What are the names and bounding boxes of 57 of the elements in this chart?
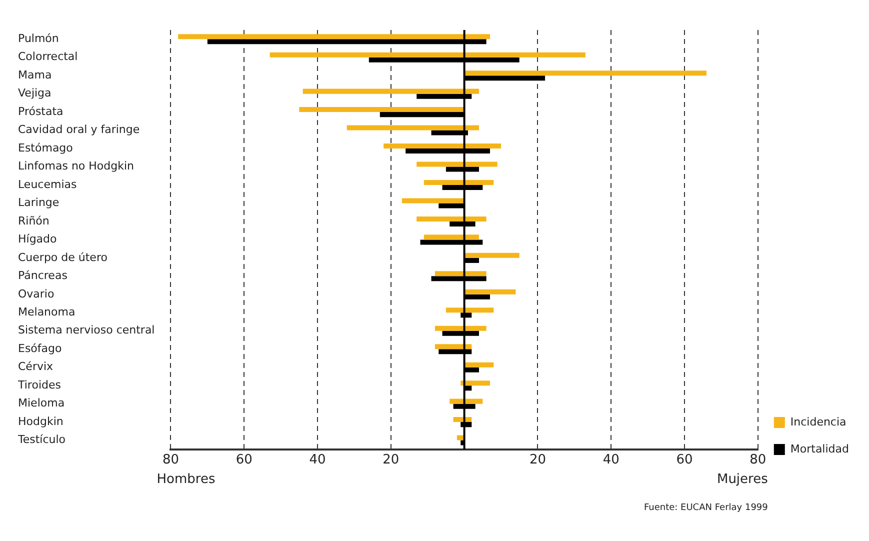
y-tick-label: Tiroides <box>17 378 62 392</box>
y-tick-label: Linfomas no Hodgkin <box>18 160 134 173</box>
x-tick-label: 20 <box>529 452 546 468</box>
y-tick-label: Ovario <box>18 287 54 300</box>
y-tick-label: Estómago <box>18 141 74 154</box>
y-tick-label: Cavidad oral y faringe <box>18 123 140 136</box>
y-tick-label: Mama <box>18 68 52 82</box>
bar <box>464 70 707 76</box>
y-tick-label: Melanoma <box>18 306 76 318</box>
y-tick-label: Mieloma <box>18 396 65 410</box>
y-tick-label: Laringe <box>18 196 60 210</box>
bar <box>270 52 586 58</box>
y-tick-label: Esófago <box>18 342 62 355</box>
bar <box>450 398 483 404</box>
source-note: Fuente: EUCAN Ferlay 1999 <box>644 502 768 513</box>
x-tick-label: 20 <box>382 452 400 468</box>
bar <box>424 180 494 185</box>
text: Hombres <box>156 472 216 487</box>
bar <box>416 162 498 167</box>
legend-label: Incidencia <box>790 415 846 428</box>
bar <box>434 271 486 276</box>
x-tick-label: 80 <box>750 452 766 468</box>
bar <box>434 344 472 350</box>
bar <box>464 362 494 368</box>
y-tick-label: Vejiga <box>18 86 52 100</box>
y-tick-label: Cuerpo de útero <box>18 250 108 264</box>
y-tick-label: Sistema nervioso central <box>18 324 155 337</box>
y-tick-label: Hodgkin <box>18 414 64 428</box>
bar <box>346 125 479 130</box>
y-tick-label: Riñón <box>18 214 50 228</box>
x-tick-label: 40 <box>309 452 326 468</box>
y-tick-label: Colorrectal <box>18 50 78 64</box>
bar <box>416 216 486 222</box>
bar <box>424 234 479 240</box>
bar <box>446 308 494 313</box>
x-tick-label: 40 <box>602 452 620 468</box>
y-tick-label: Páncreas <box>18 269 68 282</box>
bar <box>178 34 490 40</box>
y-tick-label: Leucemias <box>18 178 77 191</box>
y-tick-label: Próstata <box>18 104 64 118</box>
bar <box>302 88 479 94</box>
bar <box>434 326 486 331</box>
bar <box>460 380 490 386</box>
bar <box>299 107 464 112</box>
x-tick-label: 60 <box>236 452 252 468</box>
bar <box>464 252 520 258</box>
bar <box>464 289 516 294</box>
y-tick-label: Testículo <box>17 433 66 446</box>
x-tick-label: 60 <box>676 452 693 468</box>
y-tick-label: Hígado <box>18 232 58 246</box>
y-tick-label: Pulmón <box>18 32 59 45</box>
x-tick-label: 80 <box>162 452 180 468</box>
text: Mujeres <box>716 472 768 487</box>
legend-label: Mortalidad <box>790 442 850 456</box>
y-tick-label: Cérvix <box>18 360 54 374</box>
bar <box>384 144 502 149</box>
bar <box>402 198 464 204</box>
